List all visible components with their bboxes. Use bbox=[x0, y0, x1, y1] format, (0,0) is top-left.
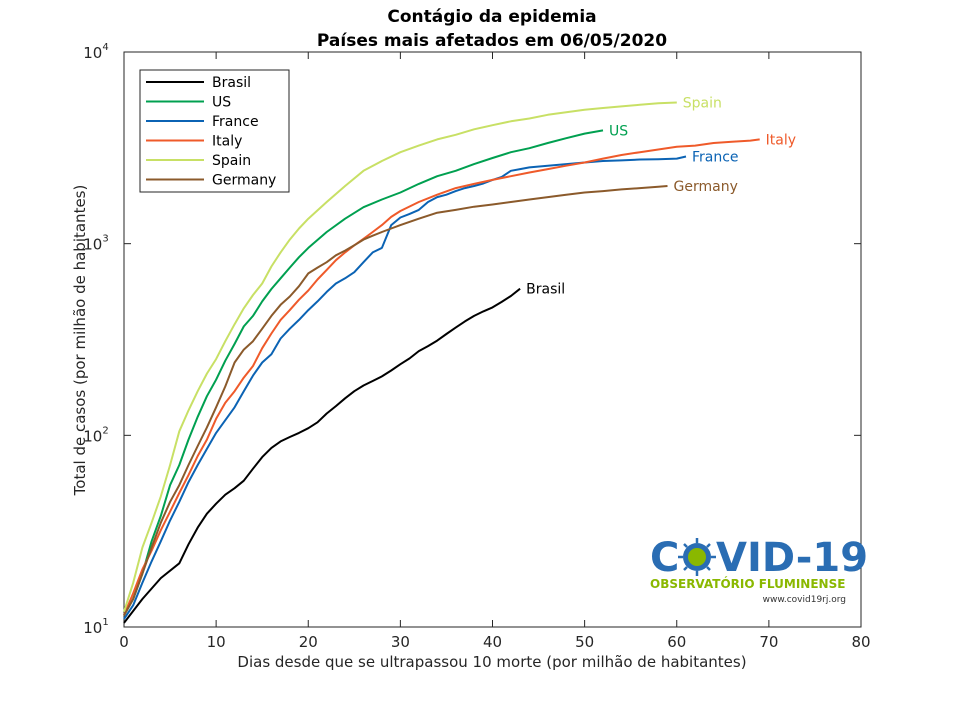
x-tick-label: 40 bbox=[483, 633, 502, 651]
legend: Brasil US France Italy Spain Germany bbox=[139, 69, 290, 193]
x-tick-label: 20 bbox=[299, 633, 318, 651]
logo-subtitle: OBSERVATÓRIO FLUMINENSE bbox=[650, 576, 845, 591]
legend-label-us: US bbox=[212, 95, 231, 111]
series-end-label-germany: Germany bbox=[674, 179, 738, 195]
legend-label-brasil: Brasil bbox=[212, 75, 251, 91]
x-tick-label: 10 bbox=[207, 633, 226, 651]
series-end-label-brasil: Brasil bbox=[526, 282, 565, 298]
series-line-france bbox=[123, 155, 687, 620]
series-line-spain bbox=[123, 101, 677, 613]
legend-label-italy: Italy bbox=[212, 134, 242, 150]
series-end-label-france: France bbox=[692, 149, 739, 165]
virus-icon bbox=[678, 538, 716, 576]
series-end-label-spain: Spain bbox=[683, 96, 722, 112]
logo-letter-c: C bbox=[650, 535, 679, 581]
y-tick-base: 10 bbox=[83, 427, 102, 445]
x-tick-label: 70 bbox=[759, 633, 778, 651]
y-axis-label: Total de casos (por milhão de habitantes… bbox=[71, 185, 89, 497]
y-tick-label: 104 bbox=[83, 42, 108, 62]
legend-box bbox=[139, 69, 290, 193]
covid19-logo: C VID-19 OBSERVATÓRIO FLUMINENSE www.cov… bbox=[650, 535, 868, 605]
x-tick-label: 30 bbox=[391, 633, 410, 651]
y-tick-base: 10 bbox=[83, 236, 102, 254]
y-tick-base: 10 bbox=[83, 44, 102, 62]
legend-label-france: France bbox=[212, 114, 259, 130]
series-end-label-italy: Italy bbox=[766, 132, 796, 148]
y-tick-label: 101 bbox=[83, 617, 108, 637]
y-tick-label: 103 bbox=[83, 234, 108, 254]
y-tick-label: 102 bbox=[83, 425, 108, 445]
series-lines bbox=[123, 101, 760, 624]
logo-title: VID-19 bbox=[716, 535, 868, 581]
y-tick-base: 10 bbox=[83, 619, 102, 637]
y-tick-exponent: 1 bbox=[102, 617, 108, 628]
legend-label-spain: Spain bbox=[212, 153, 251, 169]
series-line-brasil bbox=[123, 287, 521, 624]
chart-title: Contágio da epidemia bbox=[387, 7, 596, 27]
y-tick-exponent: 2 bbox=[102, 425, 108, 436]
x-tick-label: 80 bbox=[851, 633, 870, 651]
legend-label-germany: Germany bbox=[212, 173, 276, 189]
series-line-germany bbox=[123, 185, 668, 616]
y-tick-exponent: 3 bbox=[102, 234, 108, 245]
x-tick-label: 0 bbox=[119, 633, 129, 651]
chart-subtitle: Países mais afetados em 06/05/2020 bbox=[317, 31, 667, 51]
x-tick-label: 60 bbox=[667, 633, 686, 651]
y-tick-exponent: 4 bbox=[102, 42, 108, 53]
series-line-us bbox=[123, 129, 604, 616]
x-tick-label: 50 bbox=[575, 633, 594, 651]
series-end-label-us: US bbox=[609, 123, 628, 139]
series-end-labels: Brasil US France Italy Spain Germany bbox=[526, 96, 796, 298]
x-axis-label: Dias desde que se ultrapassou 10 morte (… bbox=[237, 653, 746, 671]
logo-url: www.covid19rj.org bbox=[763, 595, 846, 605]
